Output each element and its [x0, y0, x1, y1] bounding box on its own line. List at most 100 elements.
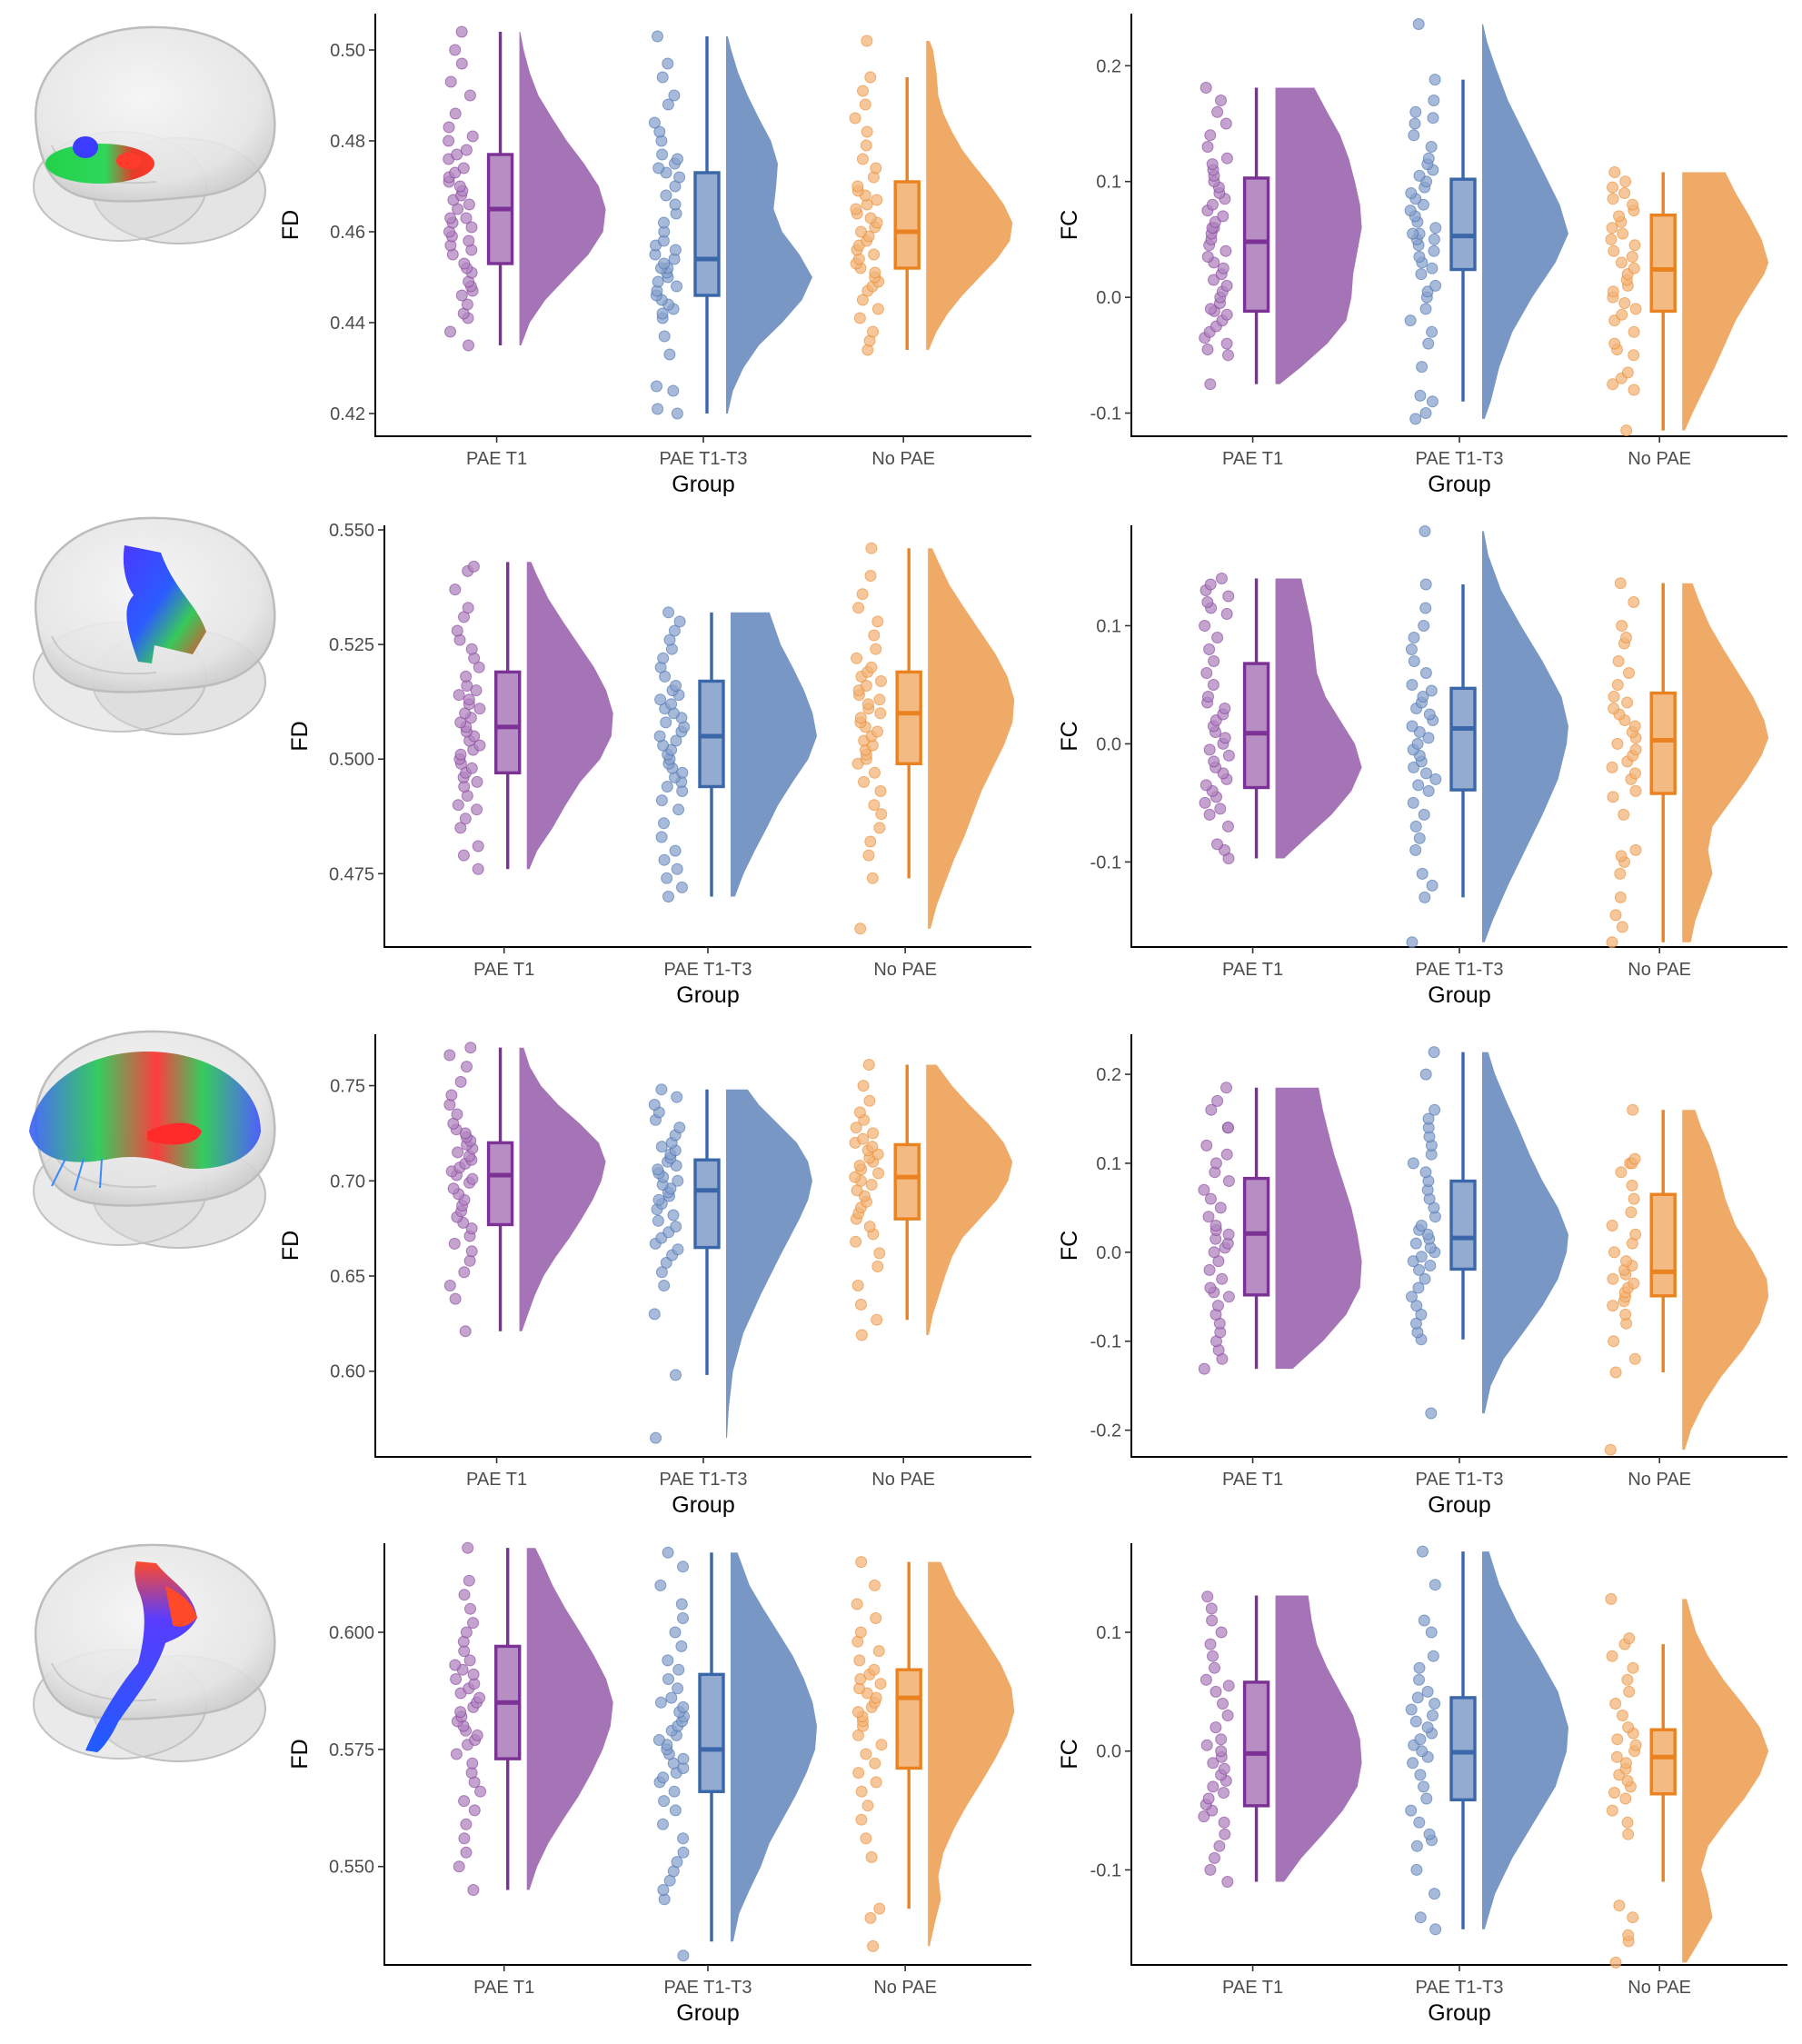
data-point	[1621, 1816, 1634, 1829]
series-pae-t1-t3	[1405, 1545, 1568, 1936]
data-point	[454, 822, 467, 834]
density-cloud	[1275, 578, 1362, 859]
data-point	[1217, 1698, 1229, 1710]
data-point	[671, 1091, 683, 1103]
data-point	[1424, 1260, 1437, 1271]
data-point	[1221, 1876, 1234, 1888]
data-point	[1413, 832, 1426, 844]
data-point	[648, 1099, 661, 1111]
data-point	[1419, 667, 1432, 679]
density-cloud	[726, 1089, 812, 1439]
data-point	[454, 748, 467, 761]
data-point	[872, 1167, 885, 1180]
data-point	[860, 680, 872, 692]
data-point	[451, 148, 463, 161]
y-tick-label: 0.575	[329, 1740, 374, 1760]
data-point	[675, 1598, 688, 1610]
data-point	[462, 1541, 474, 1554]
data-point	[462, 602, 474, 614]
data-point	[466, 1757, 479, 1770]
data-point	[1220, 117, 1232, 130]
data-point	[1221, 1710, 1234, 1721]
data-point	[1419, 303, 1432, 315]
series-pae-t1	[443, 25, 606, 352]
data-point	[1425, 141, 1438, 153]
data-point	[1220, 308, 1233, 321]
y-axis-title: FC	[1057, 721, 1082, 751]
data-point	[851, 1280, 864, 1291]
box-iqr	[1449, 1179, 1477, 1271]
data-point	[652, 1734, 665, 1746]
data-point	[1604, 1443, 1617, 1456]
density-cloud	[526, 1548, 613, 1890]
data-point	[455, 57, 468, 70]
data-point	[1222, 1291, 1235, 1303]
data-point	[1606, 936, 1618, 949]
data-point	[1619, 175, 1632, 188]
data-point	[855, 1785, 868, 1798]
data-point	[1416, 361, 1429, 374]
y-tick-label: 0.600	[329, 1623, 374, 1643]
data-point	[655, 1141, 668, 1153]
brain-icons	[29, 25, 276, 1762]
y-tick-label: 0.50	[330, 41, 365, 61]
data-point	[1204, 1638, 1217, 1650]
data-point	[860, 1748, 872, 1760]
box-iqr	[893, 1142, 921, 1221]
data-point	[1413, 1661, 1426, 1674]
data-point	[1205, 1602, 1218, 1615]
data-point	[875, 675, 887, 687]
data-point	[661, 781, 673, 793]
data-point	[850, 1122, 862, 1134]
data-point	[1623, 667, 1635, 679]
data-point	[1413, 1263, 1425, 1276]
data-point	[672, 1174, 684, 1187]
data-point	[1415, 268, 1428, 281]
cerebellar-tract-icon	[33, 25, 276, 244]
data-point	[864, 1911, 877, 1924]
data-point	[677, 1560, 689, 1573]
data-point	[865, 1179, 878, 1191]
series-no-pae	[849, 35, 1013, 356]
data-point	[652, 1214, 664, 1227]
data-point	[672, 1682, 684, 1695]
data-point	[1623, 1685, 1636, 1698]
data-point	[1407, 227, 1419, 240]
x-tick-label: No PAE	[1628, 1470, 1691, 1490]
chart-panel-5: 0.60 0.65 0.70 0.75 FD PAE T1 PAE T1-T3 No PAE G…	[278, 1034, 1031, 1518]
box-iqr	[893, 180, 921, 270]
x-tick-label: PAE T1	[466, 449, 527, 469]
data-point	[874, 785, 887, 797]
data-point	[668, 89, 681, 102]
data-point	[1203, 643, 1216, 655]
data-point	[1429, 74, 1441, 86]
data-point	[662, 57, 674, 70]
data-point	[861, 125, 873, 138]
data-point	[467, 560, 480, 573]
data-point	[869, 1579, 881, 1591]
data-point	[1405, 1804, 1418, 1817]
data-point	[1209, 1851, 1220, 1864]
data-point	[1628, 239, 1641, 252]
data-point	[850, 203, 862, 215]
data-point	[673, 615, 686, 628]
box-iqr	[1449, 177, 1477, 272]
data-point	[677, 1846, 690, 1859]
data-point	[1429, 1698, 1441, 1710]
data-point	[1608, 244, 1620, 257]
data-point	[1426, 395, 1439, 408]
y-tick-label: 0.44	[330, 314, 365, 334]
data-point	[1200, 667, 1213, 679]
data-point	[1614, 867, 1627, 880]
data-point	[1220, 279, 1233, 292]
chart-panel-6: -0.2 -0.1 0.0 0.1 0.2 FC PAE T1 PAE T1-T3 No PAE…	[1057, 1034, 1787, 1518]
data-point	[853, 1160, 866, 1172]
data-point	[868, 248, 881, 261]
density-cloud	[726, 36, 812, 414]
data-point	[1626, 1179, 1638, 1192]
data-point	[1208, 755, 1220, 768]
data-point	[868, 799, 881, 812]
data-point	[652, 1163, 664, 1176]
data-point	[454, 1706, 467, 1719]
data-point	[1219, 732, 1231, 744]
